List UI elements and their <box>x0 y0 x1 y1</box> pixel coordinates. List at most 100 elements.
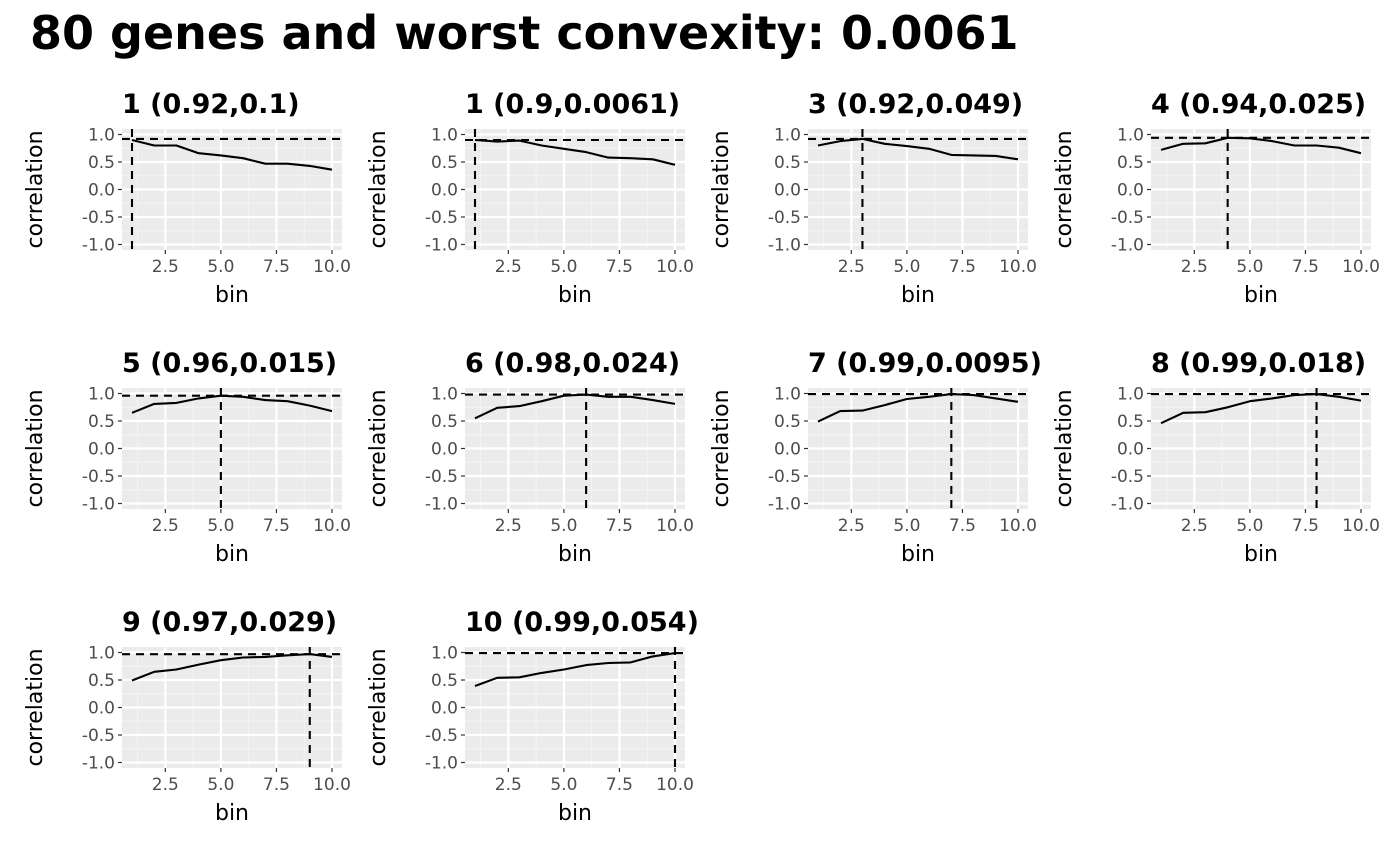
correlation-line <box>474 393 676 420</box>
y-axis-title: correlation <box>23 389 48 507</box>
x-tick-label: 10.0 <box>313 775 351 795</box>
panel-title: 5 (0.96,0.015) <box>122 348 337 379</box>
x-tick-label: 10.0 <box>656 257 694 277</box>
x-axis-title: bin <box>901 283 935 308</box>
y-tick-label: -0.5 <box>425 726 458 746</box>
y-tick-label: 0.0 <box>431 699 458 719</box>
x-tick-label: 10.0 <box>1342 257 1380 277</box>
panel-title: 7 (0.99,0.0095) <box>808 348 1042 379</box>
x-tick-label: 5.0 <box>207 257 234 277</box>
y-axis-title: correlation <box>366 389 391 507</box>
y-tick-label: -1.0 <box>768 495 801 515</box>
y-tick-label: 1.0 <box>88 644 115 664</box>
x-tick-label: 7.5 <box>949 516 976 536</box>
x-tick-label: 2.5 <box>495 257 522 277</box>
y-tick-label: 0.0 <box>431 181 458 201</box>
y-tick-label: 0.5 <box>1117 412 1144 432</box>
x-axis-title: bin <box>558 542 592 567</box>
x-tick-label: 7.5 <box>1292 257 1319 277</box>
y-tick-label: 1.0 <box>88 126 115 146</box>
panel-7: 1.0 0.5 0.0 -0.5 -1.0 2.5 5.0 7.5 10.0 bin correla… <box>709 348 1042 567</box>
x-tick-label: 7.5 <box>606 775 633 795</box>
x-tick-label: 10.0 <box>1342 516 1380 536</box>
y-axis-title: correlation <box>1052 130 1077 248</box>
y-tick-label: 0.0 <box>774 181 801 201</box>
panel-3: 1.0 0.5 0.0 -0.5 -1.0 2.5 5.0 7.5 10.0 bin correla… <box>709 89 1037 308</box>
panel-10: 1.0 0.5 0.0 -0.5 -1.0 2.5 5.0 7.5 10.0 bin correla… <box>366 607 699 826</box>
panel-title: 3 (0.92,0.049) <box>808 89 1023 120</box>
y-tick-label: 0.5 <box>431 412 458 432</box>
correlation-line <box>817 137 1019 161</box>
x-tick-label: 2.5 <box>838 516 865 536</box>
y-tick-label: 0.0 <box>431 440 458 460</box>
x-tick-label: 5.0 <box>1236 257 1263 277</box>
y-tick-label: 1.0 <box>88 385 115 405</box>
x-axis-title: bin <box>558 801 592 826</box>
x-tick-label: 2.5 <box>152 516 179 536</box>
x-tick-label: 7.5 <box>263 257 290 277</box>
y-axis-title: correlation <box>709 130 734 248</box>
panel-title: 9 (0.97,0.029) <box>122 607 337 638</box>
y-tick-label: -1.0 <box>768 236 801 256</box>
y-tick-label: 0.0 <box>88 181 115 201</box>
correlation-line <box>131 138 333 171</box>
correlation-line <box>131 653 333 682</box>
panel-4: 1.0 0.5 0.0 -0.5 -1.0 2.5 5.0 7.5 10.0 bin correla… <box>1052 89 1380 308</box>
x-tick-label: 5.0 <box>893 516 920 536</box>
x-tick-label: 7.5 <box>1292 516 1319 536</box>
panel-8: 1.0 0.5 0.0 -0.5 -1.0 2.5 5.0 7.5 10.0 bin correla… <box>1052 348 1380 567</box>
x-tick-label: 2.5 <box>1181 516 1208 536</box>
y-tick-label: -0.5 <box>82 726 115 746</box>
x-axis-title: bin <box>215 283 249 308</box>
x-axis-title: bin <box>901 542 935 567</box>
y-tick-label: 1.0 <box>1117 126 1144 146</box>
y-tick-label: -0.5 <box>768 467 801 487</box>
y-tick-label: -1.0 <box>82 495 115 515</box>
x-tick-label: 5.0 <box>207 516 234 536</box>
x-tick-label: 10.0 <box>313 257 351 277</box>
y-tick-label: -1.0 <box>82 754 115 774</box>
y-tick-label: -0.5 <box>425 467 458 487</box>
y-tick-label: -1.0 <box>425 754 458 774</box>
y-tick-label: 0.0 <box>1117 440 1144 460</box>
x-tick-label: 5.0 <box>550 516 577 536</box>
x-tick-label: 2.5 <box>495 775 522 795</box>
x-tick-label: 2.5 <box>838 257 865 277</box>
correlation-line <box>131 394 333 414</box>
x-axis-title: bin <box>215 801 249 826</box>
y-axis-title: correlation <box>366 130 391 248</box>
y-tick-label: 0.0 <box>1117 181 1144 201</box>
y-tick-label: 0.5 <box>774 153 801 173</box>
panel-6: 1.0 0.5 0.0 -0.5 -1.0 2.5 5.0 7.5 10.0 bin correla… <box>366 348 694 567</box>
x-tick-label: 2.5 <box>1181 257 1208 277</box>
y-axis-title: correlation <box>23 130 48 248</box>
y-tick-label: 1.0 <box>774 126 801 146</box>
panel-title: 1 (0.92,0.1) <box>122 89 300 120</box>
y-axis-title: correlation <box>709 389 734 507</box>
y-tick-label: 1.0 <box>774 385 801 405</box>
x-tick-label: 10.0 <box>999 257 1037 277</box>
panel-1: 1.0 0.5 0.0 -0.5 -1.0 2.5 5.0 7.5 10.0 bin correla… <box>23 89 351 308</box>
x-tick-label: 5.0 <box>207 775 234 795</box>
y-tick-label: 0.5 <box>431 153 458 173</box>
correlation-line <box>474 138 676 166</box>
panel-title: 8 (0.99,0.018) <box>1151 348 1366 379</box>
x-tick-label: 10.0 <box>656 775 694 795</box>
x-tick-label: 5.0 <box>550 257 577 277</box>
y-tick-label: -0.5 <box>768 208 801 228</box>
panel-title: 4 (0.94,0.025) <box>1151 89 1366 120</box>
y-tick-label: 1.0 <box>431 644 458 664</box>
figure-title: 80 genes and worst convexity: 0.0061 <box>30 6 1019 60</box>
y-tick-label: 0.5 <box>431 671 458 691</box>
panel-2: 1.0 0.5 0.0 -0.5 -1.0 2.5 5.0 7.5 10.0 bin correla… <box>366 89 694 308</box>
y-axis-title: correlation <box>366 648 391 766</box>
y-tick-label: -1.0 <box>425 495 458 515</box>
panel-title: 6 (0.98,0.024) <box>465 348 680 379</box>
y-tick-label: 0.5 <box>88 412 115 432</box>
y-tick-label: -0.5 <box>425 208 458 228</box>
x-tick-label: 2.5 <box>152 775 179 795</box>
x-axis-title: bin <box>215 542 249 567</box>
y-tick-label: -1.0 <box>82 236 115 256</box>
panel-title: 1 (0.9,0.0061) <box>465 89 680 120</box>
